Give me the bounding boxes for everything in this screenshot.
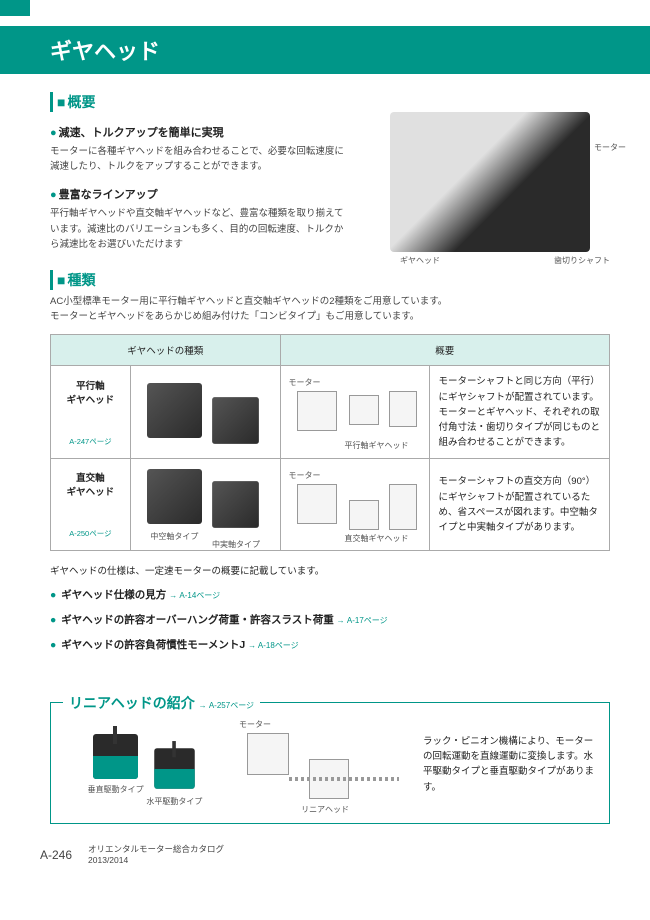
gearhead-thumb bbox=[213, 397, 260, 444]
link-ref: → A-18ページ bbox=[248, 641, 299, 650]
title-bar: ギヤヘッド bbox=[0, 26, 650, 74]
link-text: ギヤヘッドの許容負荷慣性モーメントJ bbox=[61, 639, 245, 651]
row2-image-cell: 中空軸タイプ 中実軸タイプ bbox=[130, 459, 280, 551]
row1-diagram-cell: モーター 平行軸ギヤヘッド bbox=[280, 366, 430, 459]
thumb-label-solid: 中実軸タイプ bbox=[206, 539, 265, 550]
page-footer: A-246 オリエンタルモーター総合カタログ 2013/2014 bbox=[0, 824, 650, 866]
row1-desc: モーターシャフトと同じ方向（平行）にギヤシャフトが配置されています。モーターとギ… bbox=[430, 366, 610, 459]
link-text: ギヤヘッド仕様の見方 bbox=[61, 589, 166, 601]
label-shaft: 歯切りシャフト bbox=[554, 255, 610, 266]
overview-sub1-body: モーターに各種ギヤヘッドを組み合わせることで、必要な回転速度に減速したり、トルク… bbox=[50, 144, 350, 174]
diag-motor-label: モーター bbox=[289, 470, 321, 481]
row2-name: 直交軸 ギヤヘッド bbox=[59, 470, 122, 498]
horizontal-label: 水平駆動タイプ bbox=[146, 796, 202, 807]
types-heading: 種類 bbox=[50, 270, 95, 290]
diag-motor-label: モーター bbox=[289, 377, 321, 388]
linear-title: リニアヘッドの紹介 → A-257ページ bbox=[63, 693, 260, 713]
row1-image-cell bbox=[130, 366, 280, 459]
link-item: ギヤヘッドの許容負荷慣性モーメントJ → A-18ページ bbox=[50, 637, 610, 652]
vertical-label: 垂直駆動タイプ bbox=[88, 784, 144, 795]
link-item: ギヤヘッド仕様の見方 → A-14ページ bbox=[50, 587, 610, 602]
linearhead-vertical-thumb bbox=[93, 734, 138, 779]
linear-desc: ラック・ピニオン機構により、モーターの回転運動を直線運動に変換します。水平駆動タ… bbox=[423, 734, 595, 795]
row2-desc: モーターシャフトの直交方向（90°）にギヤシャフトが配置されているため、省スペー… bbox=[430, 459, 610, 551]
gearhead-thumb-solid bbox=[213, 481, 260, 528]
page-number: A-246 bbox=[40, 848, 72, 862]
table-header-row: ギヤヘッドの種類 概要 bbox=[51, 335, 610, 366]
catalog-name: オリエンタルモーター総合カタログ 2013/2014 bbox=[88, 844, 224, 866]
linear-diagram: モーター リニアヘッド bbox=[239, 719, 409, 809]
row1-name: 平行軸 ギヤヘッド bbox=[59, 378, 122, 406]
page-title: ギヤヘッド bbox=[30, 26, 650, 74]
linear-head-section: リニアヘッドの紹介 → A-257ページ 垂直駆動タイプ 水平駆動タイプ bbox=[50, 702, 610, 824]
overview-sub2-title: 豊富なラインアップ bbox=[50, 186, 350, 202]
linear-title-ref: → A-257ページ bbox=[199, 701, 254, 710]
link-item: ギヤヘッドの許容オーバーハング荷重・許容スラスト荷重 → A-17ページ bbox=[50, 612, 610, 627]
table-row: 平行軸 ギヤヘッド A-247ページ モーター 平行軸ギヤヘッド bbox=[51, 366, 610, 459]
linearhead-horizontal-thumb bbox=[154, 748, 195, 789]
link-ref: → A-17ページ bbox=[337, 616, 388, 625]
link-text: ギヤヘッドの許容オーバーハング荷重・許容スラスト荷重 bbox=[61, 614, 333, 626]
gearhead-thumb-hollow bbox=[147, 469, 202, 524]
thumb-label-hollow: 中空軸タイプ bbox=[145, 531, 204, 542]
table-row: 直交軸 ギヤヘッド A-250ページ 中空軸タイプ 中実軸タイプ モーター bbox=[51, 459, 610, 551]
row2-diagram-cell: モーター 直交軸ギヤヘッド bbox=[280, 459, 430, 551]
col-type: ギヤヘッドの種類 bbox=[51, 335, 281, 366]
linear-images: 垂直駆動タイプ 水平駆動タイプ bbox=[65, 734, 225, 795]
gearhead-thumb bbox=[147, 383, 202, 438]
col-summary: 概要 bbox=[280, 335, 610, 366]
diag-motor-label: モーター bbox=[239, 719, 271, 730]
diag-linearhead-label: リニアヘッド bbox=[301, 804, 349, 815]
link-ref: → A-14ページ bbox=[169, 591, 220, 600]
top-tab bbox=[0, 0, 30, 16]
overview-sub2-body: 平行軸ギヤヘッドや直交軸ギヤヘッドなど、豊富な種類を取り揃えています。減速比のバ… bbox=[50, 206, 350, 252]
row2-pageref: A-250ページ bbox=[59, 528, 122, 539]
catalog-page: ギヤヘッド 概要 減速、トルクアップを簡単に実現 モーターに各種ギヤヘッドを組み… bbox=[0, 0, 650, 896]
row1-pageref: A-247ページ bbox=[59, 436, 122, 447]
diag-gearhead-label: 平行軸ギヤヘッド bbox=[345, 440, 409, 451]
spec-note: ギヤヘッドの仕様は、一定速モーターの概要に記載しています。 bbox=[50, 563, 610, 577]
diag-gearhead-label: 直交軸ギヤヘッド bbox=[345, 533, 409, 544]
label-motor: モーター bbox=[594, 142, 626, 153]
overview-sub1-title: 減速、トルクアップを簡単に実現 bbox=[50, 124, 350, 140]
types-table: ギヤヘッドの種類 概要 平行軸 ギヤヘッド A-247ページ モーター bbox=[50, 334, 610, 551]
overview-product-image: ギヤヘッド モーター 歯切りシャフト bbox=[390, 112, 590, 252]
overview-heading: 概要 bbox=[50, 92, 95, 112]
label-gearhead: ギヤヘッド bbox=[400, 255, 440, 266]
types-intro: AC小型標準モーター用に平行軸ギヤヘッドと直交軸ギヤヘッドの2種類をご用意してい… bbox=[50, 294, 610, 324]
